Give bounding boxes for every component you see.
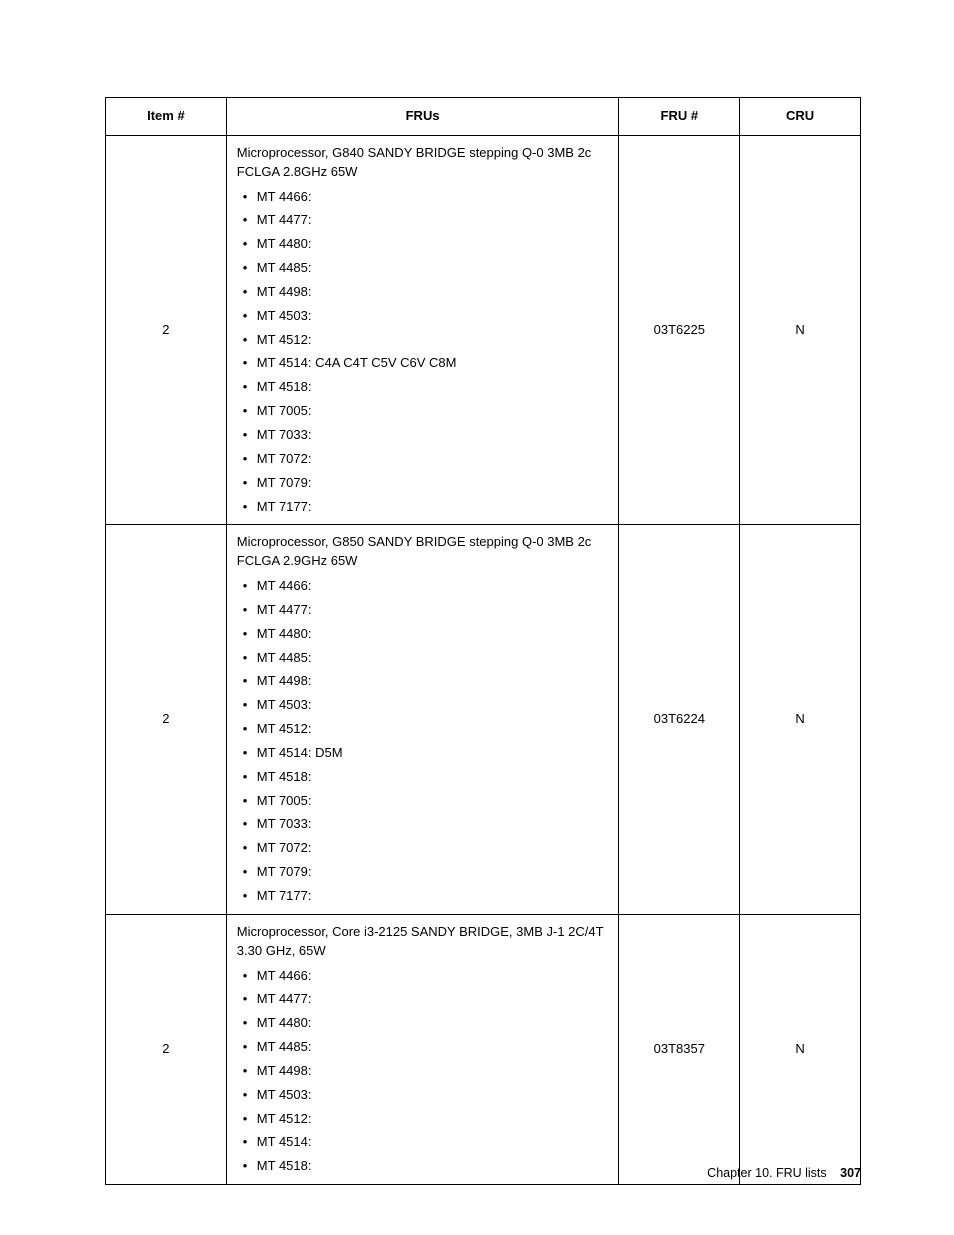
column-header: FRUs <box>226 98 619 136</box>
fru-number-cell: 03T6224 <box>619 525 740 915</box>
mt-list-item: MT 4512: <box>243 331 609 350</box>
mt-list-item: MT 7005: <box>243 792 609 811</box>
mt-list-item: MT 4514: C4A C4T C5V C6V C8M <box>243 354 609 373</box>
column-header: FRU # <box>619 98 740 136</box>
fru-description-cell: Microprocessor, Core i3-2125 SANDY BRIDG… <box>226 914 619 1184</box>
fru-description: Microprocessor, G840 SANDY BRIDGE steppi… <box>237 144 609 182</box>
mt-list-item: MT 4498: <box>243 283 609 302</box>
mt-list-item: MT 4503: <box>243 696 609 715</box>
mt-list-item: MT 4512: <box>243 720 609 739</box>
table-row: 2 Microprocessor, Core i3-2125 SANDY BRID… <box>106 914 861 1184</box>
mt-list-item: MT 4503: <box>243 1086 609 1105</box>
mt-list-item: MT 4480: <box>243 235 609 254</box>
mt-list-item: MT 4477: <box>243 211 609 230</box>
page-footer: Chapter 10. FRU lists 307 <box>707 1166 861 1180</box>
cru-cell: N <box>740 135 861 525</box>
fru-table: Item #FRUsFRU #CRU 2 Microprocessor, G840… <box>105 97 861 1185</box>
mt-list-item: MT 4480: <box>243 1014 609 1033</box>
mt-list-item: MT 4518: <box>243 1157 609 1176</box>
mt-list-item: MT 4514: <box>243 1133 609 1152</box>
mt-list-item: MT 4480: <box>243 625 609 644</box>
mt-list-item: MT 4503: <box>243 307 609 326</box>
table-header-row: Item #FRUsFRU #CRU <box>106 98 861 136</box>
fru-number-cell: 03T6225 <box>619 135 740 525</box>
mt-list-item: MT 4477: <box>243 990 609 1009</box>
mt-list-item: MT 4518: <box>243 378 609 397</box>
mt-list-item: MT 7072: <box>243 450 609 469</box>
mt-list-item: MT 4485: <box>243 1038 609 1057</box>
mt-list-item: MT 4498: <box>243 1062 609 1081</box>
mt-list: MT 4466: MT 4477: MT 4480: MT 4485: MT 4498:… <box>237 577 609 906</box>
mt-list: MT 4466: MT 4477: MT 4480: MT 4485: MT 4498:… <box>237 188 609 517</box>
mt-list-item: MT 7072: <box>243 839 609 858</box>
mt-list-item: MT 7005: <box>243 402 609 421</box>
mt-list-item: MT 4498: <box>243 672 609 691</box>
mt-list-item: MT 4466: <box>243 967 609 986</box>
fru-number-cell: 03T8357 <box>619 914 740 1184</box>
mt-list-item: MT 4485: <box>243 649 609 668</box>
mt-list-item: MT 7079: <box>243 474 609 493</box>
mt-list-item: MT 4485: <box>243 259 609 278</box>
fru-description: Microprocessor, G850 SANDY BRIDGE steppi… <box>237 533 609 571</box>
column-header: CRU <box>740 98 861 136</box>
table-row: 2 Microprocessor, G840 SANDY BRIDGE stepp… <box>106 135 861 525</box>
mt-list-item: MT 7177: <box>243 498 609 517</box>
cru-cell: N <box>740 914 861 1184</box>
item-number-cell: 2 <box>106 135 227 525</box>
mt-list-item: MT 4514: D5M <box>243 744 609 763</box>
mt-list-item: MT 4512: <box>243 1110 609 1129</box>
mt-list-item: MT 7033: <box>243 426 609 445</box>
table-row: 2 Microprocessor, G850 SANDY BRIDGE stepp… <box>106 525 861 915</box>
mt-list-item: MT 4477: <box>243 601 609 620</box>
mt-list-item: MT 7079: <box>243 863 609 882</box>
mt-list-item: MT 4518: <box>243 768 609 787</box>
fru-description-cell: Microprocessor, G850 SANDY BRIDGE steppi… <box>226 525 619 915</box>
item-number-cell: 2 <box>106 914 227 1184</box>
fru-description-cell: Microprocessor, G840 SANDY BRIDGE steppi… <box>226 135 619 525</box>
chapter-label: Chapter 10. FRU lists <box>707 1166 826 1180</box>
item-number-cell: 2 <box>106 525 227 915</box>
mt-list-item: MT 4466: <box>243 188 609 207</box>
fru-description: Microprocessor, Core i3-2125 SANDY BRIDG… <box>237 923 609 961</box>
page-number: 307 <box>840 1166 861 1180</box>
mt-list-item: MT 7177: <box>243 887 609 906</box>
mt-list-item: MT 4466: <box>243 577 609 596</box>
mt-list: MT 4466: MT 4477: MT 4480: MT 4485: MT 4498:… <box>237 967 609 1177</box>
column-header: Item # <box>106 98 227 136</box>
mt-list-item: MT 7033: <box>243 815 609 834</box>
cru-cell: N <box>740 525 861 915</box>
